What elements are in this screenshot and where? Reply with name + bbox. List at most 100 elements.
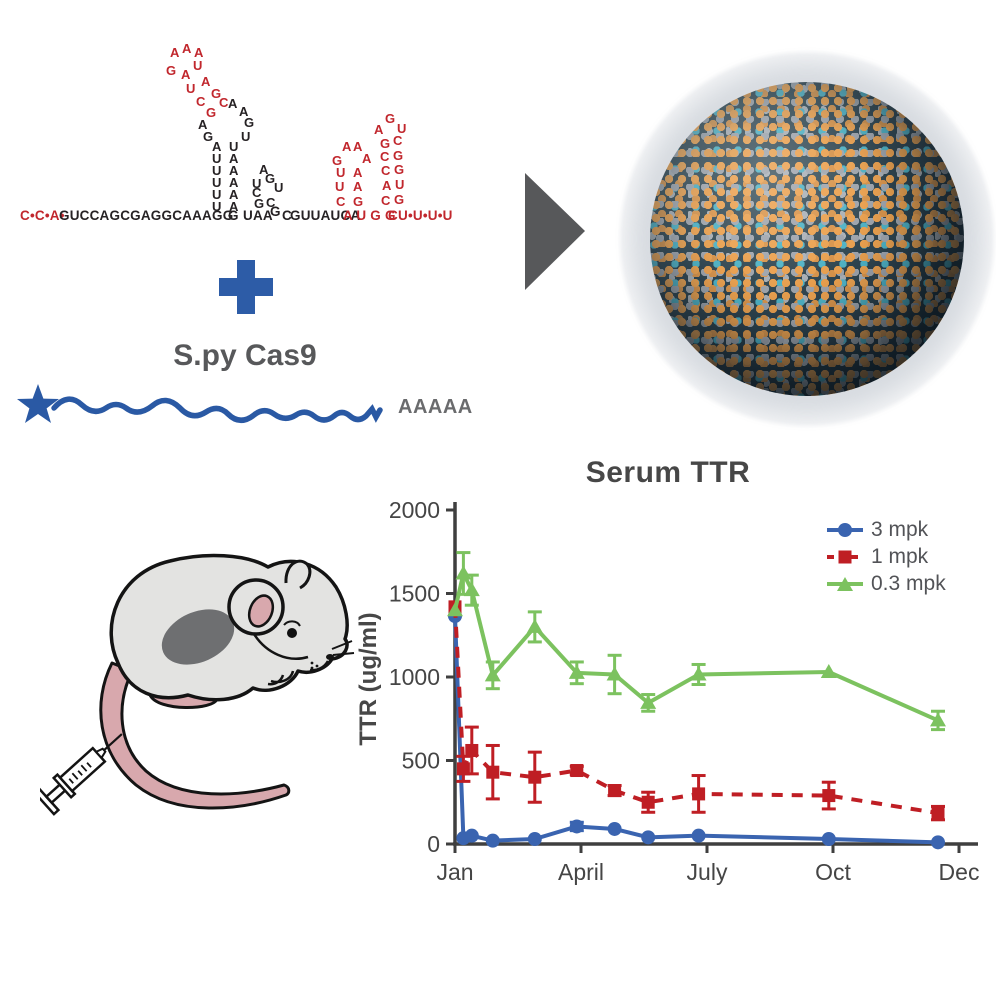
- rna-sequence-segment: C: [388, 208, 398, 223]
- marker-triangle: [690, 666, 707, 681]
- syringe-icon: [40, 733, 123, 816]
- rna-base: C: [252, 185, 262, 200]
- rna-base: A: [229, 199, 239, 214]
- rna-sequence-segment: GUCCAGCGAGGCAAAGG: [59, 208, 234, 223]
- mouse-nose: [326, 654, 334, 660]
- marker-circle: [821, 831, 836, 846]
- rna-base: A: [170, 45, 180, 60]
- marker-square: [465, 743, 479, 757]
- rna-base: G: [254, 196, 265, 211]
- rna-base: U: [252, 176, 262, 191]
- rna-base: A: [353, 139, 363, 154]
- rna-sequence-segment: GUUAUCA: [290, 208, 361, 223]
- rna-base: C: [196, 94, 206, 109]
- sgrna-structure: C•C•A• GUCCAGCGAGGCAAAGG G UAA G C GUUAUCA A U …: [0, 0, 480, 250]
- marker-circle: [931, 835, 945, 850]
- rna-base: A: [182, 41, 192, 56]
- legend-label: 0.3 mpk: [871, 572, 946, 595]
- mouse-eye: [287, 628, 297, 638]
- marker-square: [608, 784, 622, 798]
- rna-sequence-segment: G: [228, 208, 239, 223]
- rna-base: G: [244, 115, 255, 130]
- rna-base: U: [274, 180, 284, 195]
- y-tick-label: 1000: [389, 664, 440, 690]
- rna-base: U: [212, 199, 222, 214]
- rna-base: C: [336, 194, 346, 209]
- legend-marker-circle: [827, 523, 863, 537]
- rna-base: C: [381, 163, 391, 178]
- marker-square: [692, 787, 706, 801]
- rna-base: G: [211, 86, 222, 101]
- marker-square: [641, 795, 655, 809]
- rna-base: C: [219, 95, 229, 110]
- rna-base: A: [229, 175, 239, 190]
- marker-triangle: [463, 582, 480, 597]
- rna-base: A: [342, 139, 352, 154]
- rna-base: U: [212, 151, 222, 166]
- whisker-dot: [315, 664, 319, 668]
- mouse-cheek-line: [252, 633, 309, 660]
- marker-square: [456, 762, 470, 776]
- rna-sequence-segment: C•C•A•: [20, 208, 65, 223]
- marker-triangle: [455, 565, 472, 580]
- rna-base: U: [241, 129, 251, 144]
- x-tick-label: April: [558, 859, 604, 885]
- rna-base: A: [212, 139, 222, 154]
- mouse-back-ear: [284, 559, 312, 590]
- mouse-mouth: [309, 660, 330, 672]
- rna-base: A: [228, 96, 238, 111]
- rna-base: U: [186, 81, 196, 96]
- rna-sequence-segment: UAA: [243, 208, 273, 223]
- marker-circle: [641, 830, 656, 845]
- rna-base: U: [212, 187, 222, 202]
- marker-triangle: [447, 602, 463, 617]
- rna-sequence-segment: A U G G: [343, 208, 396, 223]
- rna-base: G: [394, 192, 405, 207]
- rna-base: G: [203, 129, 214, 144]
- plus-icon: [219, 260, 273, 314]
- y-tick-label: 1500: [389, 581, 440, 607]
- rna-base: A: [353, 179, 363, 194]
- rna-base: U: [335, 179, 345, 194]
- legend-item: 0.3 mpk: [826, 572, 946, 596]
- marker-square: [822, 789, 836, 803]
- marker-triangle: [568, 664, 585, 679]
- mouse-fur-patch: [161, 609, 235, 665]
- legend-item: 1 mpk: [826, 545, 946, 569]
- y-tick-label: 2000: [389, 497, 440, 523]
- rna-base: C: [381, 193, 391, 208]
- rna-base: C: [266, 195, 276, 210]
- marker-circle: [485, 833, 500, 848]
- mouse-tail: [99, 661, 291, 810]
- rna-base: U: [212, 163, 222, 178]
- marker-circle: [464, 828, 479, 843]
- rna-base: G: [206, 105, 217, 120]
- marker-square: [528, 770, 542, 784]
- x-tick-label: July: [687, 859, 728, 885]
- x-tick-label: Dec: [939, 859, 980, 885]
- mouse-whiskers: [331, 640, 355, 656]
- rna-base: A: [353, 165, 363, 180]
- rna-base: G: [166, 63, 177, 78]
- rna-base: G: [353, 194, 364, 209]
- marker-square: [931, 806, 945, 820]
- rna-base: U: [193, 58, 203, 73]
- rna-base: A: [362, 151, 372, 166]
- rna-base: G: [393, 148, 404, 163]
- rna-base: G: [385, 111, 396, 126]
- rna-base: A: [382, 178, 392, 193]
- plot-area: 0 500 1000 1500 2000 Jan April July Oct Dec: [389, 497, 980, 885]
- rna-base: A: [229, 151, 239, 166]
- marker-triangle: [484, 667, 501, 682]
- marker-circle: [569, 819, 584, 834]
- whisker-dot: [310, 661, 314, 665]
- marker-triangle: [640, 694, 657, 709]
- series-line-3mpk: [453, 615, 939, 845]
- whisker-dot: [310, 666, 314, 670]
- marker-circle: [527, 831, 542, 846]
- rna-base: A: [229, 187, 239, 202]
- chart-title: Serum TTR: [585, 456, 751, 489]
- rna-base: U: [229, 139, 239, 154]
- y-tick-label: 0: [427, 831, 440, 857]
- rna-base: A: [198, 117, 208, 132]
